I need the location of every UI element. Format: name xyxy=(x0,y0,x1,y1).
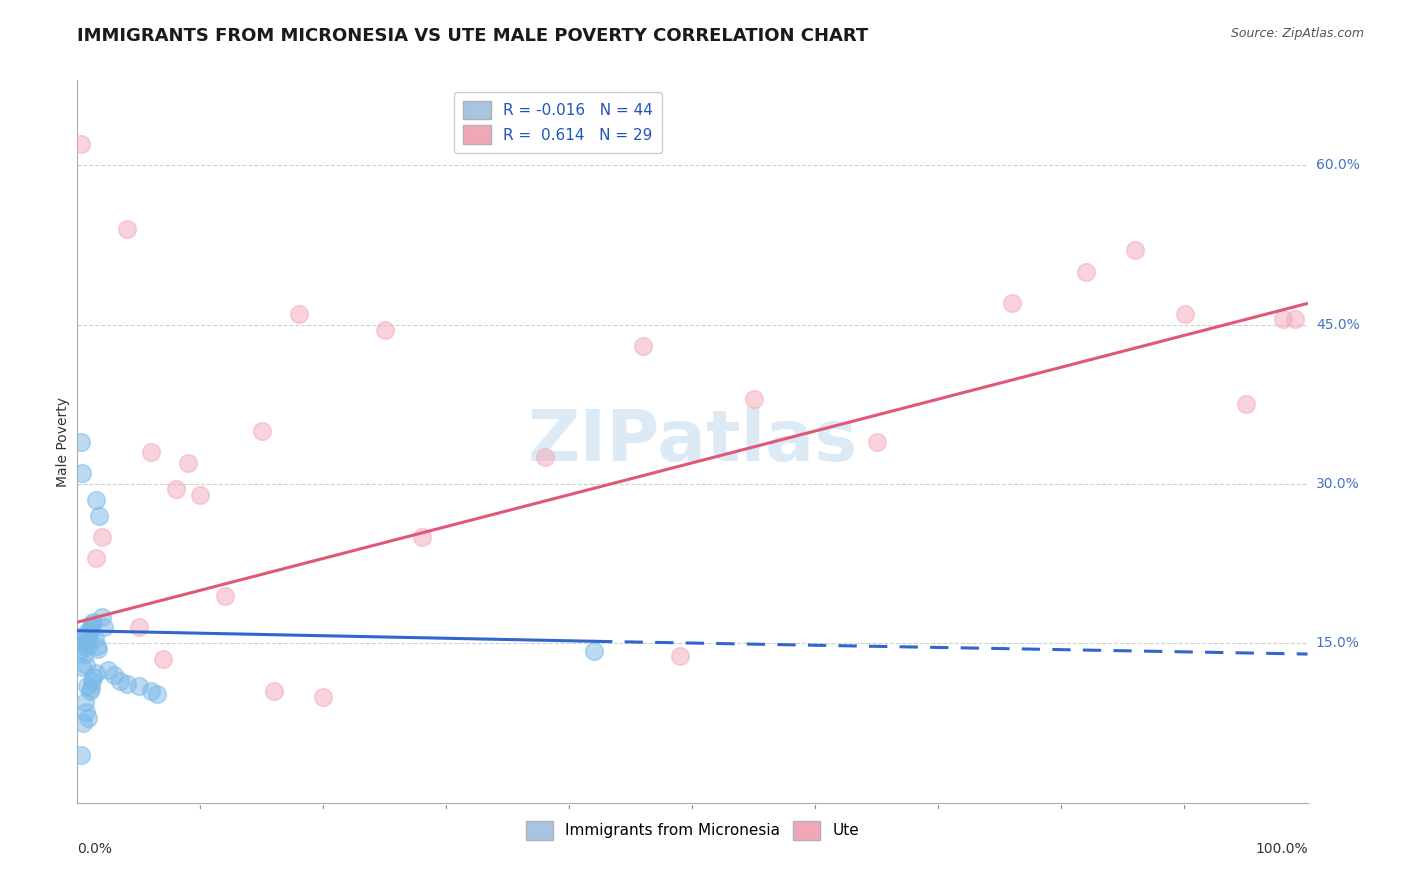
Point xyxy=(70,747,93,762)
Point xyxy=(73,636,96,650)
Text: IMMIGRANTS FROM MICRONESIA VS UTE MALE POVERTY CORRELATION CHART: IMMIGRANTS FROM MICRONESIA VS UTE MALE P… xyxy=(77,27,869,45)
Point xyxy=(1076,264,1098,278)
Point xyxy=(80,681,103,695)
Text: 15.0%: 15.0% xyxy=(1316,636,1360,650)
Point xyxy=(84,551,107,566)
Point xyxy=(82,617,104,632)
Point xyxy=(128,620,150,634)
Point xyxy=(90,530,114,544)
Point xyxy=(84,493,107,508)
Point xyxy=(89,508,111,523)
Point xyxy=(90,610,114,624)
Point xyxy=(72,716,94,731)
Point xyxy=(263,684,285,698)
Point xyxy=(82,670,104,684)
Point xyxy=(80,620,103,634)
Point xyxy=(103,668,125,682)
Point xyxy=(165,483,187,497)
Point xyxy=(411,530,433,544)
Point xyxy=(84,666,107,681)
Point xyxy=(93,620,115,634)
Point xyxy=(86,639,108,653)
Point xyxy=(188,488,212,502)
Point xyxy=(97,663,120,677)
Point xyxy=(76,634,98,648)
Point xyxy=(77,639,100,653)
Point xyxy=(82,673,104,688)
Point xyxy=(1125,244,1147,258)
Point xyxy=(70,467,93,481)
Text: Source: ZipAtlas.com: Source: ZipAtlas.com xyxy=(1230,27,1364,40)
Text: 0.0%: 0.0% xyxy=(77,842,112,855)
Point xyxy=(177,456,200,470)
Point xyxy=(115,222,138,236)
Point xyxy=(82,615,104,630)
Point xyxy=(110,673,132,688)
Point xyxy=(1284,312,1306,326)
Point xyxy=(1272,312,1295,326)
Point xyxy=(87,641,110,656)
Point xyxy=(312,690,335,704)
Point xyxy=(1001,296,1024,310)
Point xyxy=(76,628,98,642)
Point xyxy=(76,679,98,693)
Point xyxy=(75,625,97,640)
Point xyxy=(70,434,93,449)
Text: 45.0%: 45.0% xyxy=(1316,318,1360,332)
Point xyxy=(128,679,150,693)
Legend: Immigrants from Micronesia, Ute: Immigrants from Micronesia, Ute xyxy=(520,815,865,846)
Point xyxy=(141,445,163,459)
Point xyxy=(70,641,93,656)
Point xyxy=(583,644,606,658)
Point xyxy=(77,711,100,725)
Point xyxy=(288,307,311,321)
Point xyxy=(669,649,692,664)
Point xyxy=(115,677,138,691)
Point xyxy=(79,684,101,698)
Text: 100.0%: 100.0% xyxy=(1256,842,1308,855)
Point xyxy=(72,639,94,653)
Text: 60.0%: 60.0% xyxy=(1316,158,1360,172)
Point xyxy=(72,631,94,645)
Point xyxy=(75,706,97,720)
Point xyxy=(79,625,101,640)
Point xyxy=(1174,307,1197,321)
Point xyxy=(250,424,273,438)
Point xyxy=(214,589,236,603)
Point xyxy=(83,631,105,645)
Point xyxy=(141,684,163,698)
Point xyxy=(374,323,396,337)
Point xyxy=(633,339,655,353)
Point xyxy=(146,687,169,701)
Text: 30.0%: 30.0% xyxy=(1316,477,1360,491)
Point xyxy=(866,434,889,449)
Text: ZIPatlas: ZIPatlas xyxy=(527,407,858,476)
Point xyxy=(70,136,93,151)
Point xyxy=(73,695,96,709)
Point xyxy=(1234,397,1257,411)
Point xyxy=(152,652,174,666)
Y-axis label: Male Poverty: Male Poverty xyxy=(56,397,70,486)
Point xyxy=(73,647,96,661)
Point xyxy=(79,623,101,637)
Point xyxy=(70,660,93,674)
Point xyxy=(534,450,557,465)
Point xyxy=(742,392,765,406)
Point xyxy=(75,657,97,672)
